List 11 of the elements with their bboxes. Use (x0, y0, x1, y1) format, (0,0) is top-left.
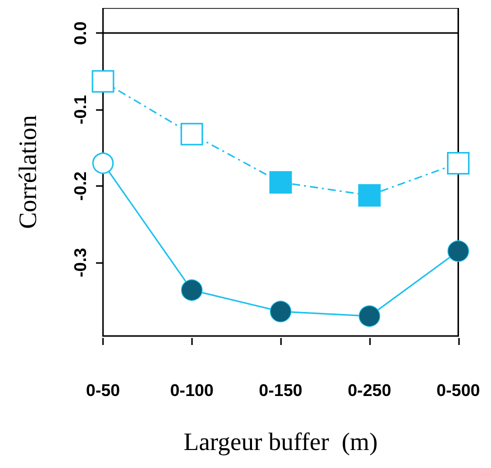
x-tick-label: 0-50 (86, 381, 120, 400)
y-tick-label: -0.3 (71, 248, 90, 278)
y-axis-title: Corrélation (15, 114, 42, 229)
x-tick-label: 0-100 (170, 381, 214, 400)
y-tick-label: -0.1 (71, 95, 90, 124)
y-tick-label: 0.0 (71, 21, 90, 46)
y-tick-label: -0.2 (71, 171, 90, 201)
x-tick-label: 0-150 (258, 381, 302, 400)
x-tick-label: 0-500 (436, 381, 480, 400)
x-tick-label: 0-250 (348, 381, 392, 400)
x-axis-title: Largeur buffer (m) (184, 429, 378, 456)
